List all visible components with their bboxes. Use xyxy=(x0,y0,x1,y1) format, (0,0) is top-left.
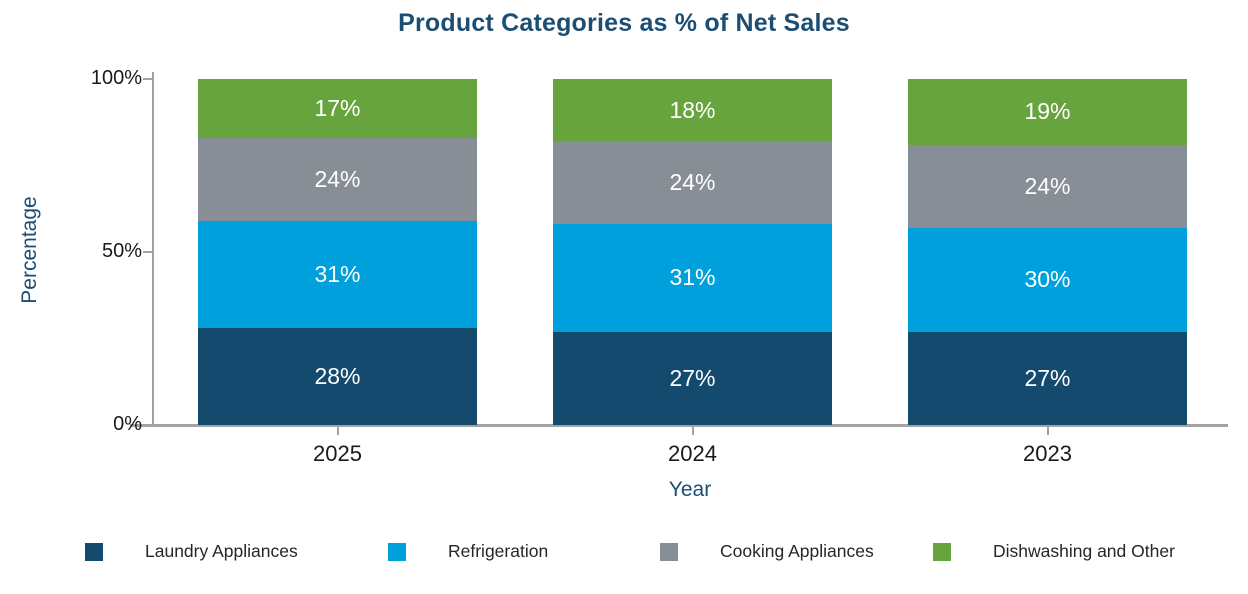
x-tick-label: 2025 xyxy=(313,441,362,466)
legend-item-dishwashing-and-other: Dishwashing and Other xyxy=(933,541,1175,562)
bar-value-label: 27% xyxy=(1024,364,1071,391)
bar-segment-cooking-appliances: 24% xyxy=(198,137,477,221)
x-axis-tick xyxy=(691,427,694,435)
legend-swatch-icon xyxy=(660,542,678,561)
bar-value-label: 17% xyxy=(314,94,361,121)
bar-segment-cooking-appliances: 24% xyxy=(908,144,1187,228)
bar-segment-laundry-appliances: 27% xyxy=(908,331,1187,425)
bar-value-label: 31% xyxy=(669,264,716,291)
bar-segment-laundry-appliances: 28% xyxy=(198,328,477,425)
bar-value-label: 30% xyxy=(1024,266,1071,293)
bar-segment-dishwashing-and-other: 18% xyxy=(553,79,832,142)
bar-segment-cooking-appliances: 24% xyxy=(553,141,832,225)
bar-value-label: 24% xyxy=(1024,172,1071,199)
legend-item-label: Refrigeration xyxy=(448,541,549,561)
x-tick-label: 2024 xyxy=(668,441,717,466)
legend-swatch-icon xyxy=(85,542,103,561)
legend-item-refrigeration: Refrigeration xyxy=(388,541,548,562)
bar-value-label: 31% xyxy=(314,260,361,287)
bar-segment-refrigeration: 30% xyxy=(908,227,1187,332)
bar-value-label: 19% xyxy=(1024,98,1071,125)
legend-item-label: Cooking Appliances xyxy=(720,541,874,561)
chart-title: Product Categories as % of Net Sales xyxy=(398,9,850,37)
x-tick-label: 2023 xyxy=(1023,441,1072,466)
legend-swatch-icon xyxy=(388,542,406,561)
y-axis-tick xyxy=(143,424,153,426)
bar-segment-refrigeration: 31% xyxy=(198,220,477,329)
y-tick-label: 100% xyxy=(90,67,142,89)
x-axis-tick xyxy=(336,427,339,435)
y-tick-label: 0% xyxy=(113,413,142,435)
legend-item-label: Dishwashing and Other xyxy=(993,541,1175,561)
x-axis-title: Year xyxy=(668,478,712,501)
bar-value-label: 18% xyxy=(669,96,716,123)
bar-value-label: 24% xyxy=(669,169,716,196)
x-axis-tick xyxy=(1046,427,1049,435)
bar-segment-dishwashing-and-other: 17% xyxy=(198,79,477,138)
bar-segment-laundry-appliances: 27% xyxy=(553,331,832,425)
y-tick-label: 50% xyxy=(101,240,142,262)
bar-segment-dishwashing-and-other: 19% xyxy=(908,79,1187,145)
y-axis-line xyxy=(152,72,154,427)
bar-value-label: 27% xyxy=(669,364,716,391)
y-axis-tick xyxy=(143,78,153,80)
bar-segment-refrigeration: 31% xyxy=(553,224,832,332)
legend-item-cooking-appliances: Cooking Appliances xyxy=(660,541,874,562)
legend-item-laundry-appliances: Laundry Appliances xyxy=(85,541,298,562)
legend-swatch-icon xyxy=(933,542,951,561)
x-axis-line xyxy=(130,424,1228,427)
bar-value-label: 28% xyxy=(314,363,361,390)
y-axis-tick xyxy=(143,251,153,253)
legend-item-label: Laundry Appliances xyxy=(145,541,298,561)
bar-value-label: 24% xyxy=(314,165,361,192)
